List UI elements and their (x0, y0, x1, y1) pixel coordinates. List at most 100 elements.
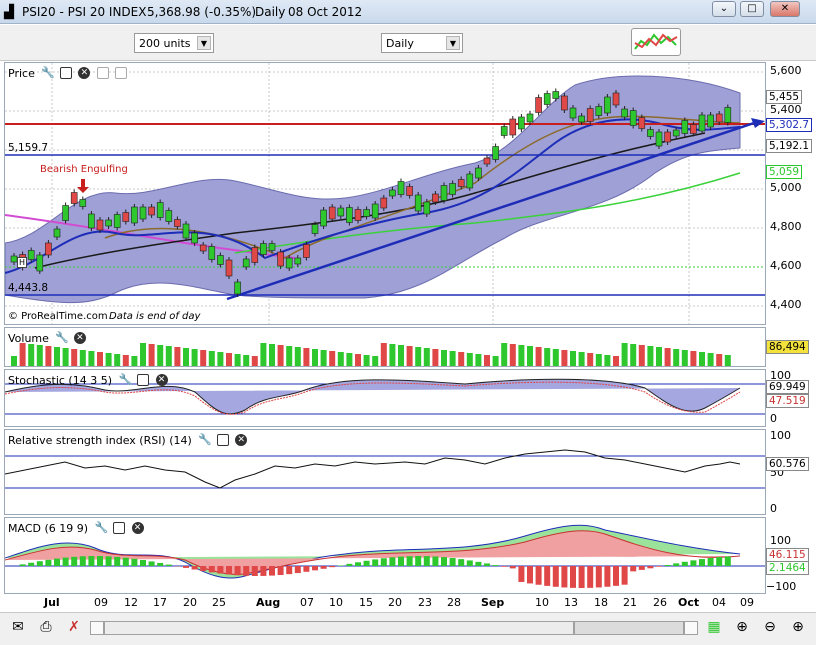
window-icon[interactable] (216, 434, 229, 446)
candle (475, 167, 482, 179)
price-panel-header: Price 🔧 ✕ (8, 66, 128, 82)
volume-bar (183, 348, 189, 366)
stochastic-chart (5, 378, 765, 415)
candle (638, 117, 646, 129)
stochastic-panel[interactable]: Stochastic (14 3 5) 🔧 ✕ (4, 369, 766, 427)
volume-bar (484, 355, 490, 366)
volume-bar (613, 356, 619, 366)
close-button[interactable]: ✕ (770, 1, 800, 17)
volume-bar (518, 345, 525, 366)
volume-bar (492, 356, 499, 366)
x-day-label: 25 (212, 596, 226, 609)
volume-bar (286, 346, 293, 366)
macd-axis-top: 100 (770, 534, 791, 547)
candle (303, 244, 310, 258)
price-tick: 4,800 (770, 220, 802, 233)
macd-panel[interactable]: MACD (6 19 9) 🔧 ✕ (4, 517, 766, 594)
chart-tool-icon[interactable]: ▦ (707, 619, 721, 635)
delete-icon[interactable]: ✗ (68, 619, 80, 635)
download-icon[interactable] (115, 67, 128, 79)
close-icon[interactable]: ✕ (78, 67, 91, 79)
title-bar: ▟ PSI20 - PSI 20 INDEX 5,368.98 (-0.35%)… (0, 0, 816, 24)
volume-bar (475, 354, 482, 366)
volume-bar (97, 352, 103, 366)
macd-histogram-bar (570, 566, 576, 588)
volume-bar (312, 349, 318, 366)
wrench-icon[interactable]: 🔧 (55, 331, 70, 344)
volume-bar (552, 349, 559, 366)
window-icon[interactable] (59, 67, 72, 79)
volume-bar (54, 347, 60, 366)
stochastic-panel-header: Stochastic (14 3 5) 🔧 ✕ (8, 373, 168, 389)
x-day-label: 17 (153, 596, 167, 609)
zoom-fit-icon[interactable]: ⊕ (736, 619, 748, 635)
marker-badge: H (17, 257, 28, 268)
scroll-left-button[interactable] (90, 621, 104, 635)
window-icon[interactable] (113, 522, 126, 534)
candle (526, 113, 534, 123)
interval-select[interactable]: Daily ▼ (381, 33, 463, 53)
print-icon[interactable]: ⎙ (40, 619, 52, 635)
zoom-in-icon[interactable]: ⊕ (792, 619, 804, 635)
close-icon[interactable]: ✕ (131, 522, 144, 534)
candle (397, 181, 405, 195)
minimize-button[interactable]: ⌄ (712, 1, 736, 17)
macd-histogram-bar (346, 563, 353, 566)
volume-bar (638, 345, 645, 366)
volume-bar (88, 351, 95, 366)
maximize-button[interactable]: □ (740, 1, 764, 17)
x-day-label: 04 (712, 596, 726, 609)
macd-histogram-bar (630, 566, 637, 572)
close-icon[interactable]: ✕ (235, 434, 248, 446)
volume-bar (527, 346, 533, 366)
x-day-label: 26 (653, 596, 667, 609)
macd-histogram-bar (243, 566, 250, 576)
volume-panel[interactable]: Volume 🔧 ✕ (4, 327, 766, 367)
window-icon[interactable] (137, 374, 150, 386)
macd-histogram-bar (475, 561, 482, 566)
volume-label: Volume (8, 331, 49, 345)
candle (277, 251, 284, 267)
scroll-right-button[interactable] (684, 621, 698, 635)
macd-histogram-bar (277, 566, 284, 575)
export-icon[interactable] (96, 67, 109, 79)
wrench-icon[interactable]: 🔧 (198, 433, 213, 446)
wrench-icon[interactable]: 🔧 (41, 66, 56, 79)
candle (500, 126, 508, 136)
candle (148, 206, 155, 216)
volume-bar (251, 356, 258, 366)
macd-axis-bottom: −100 (766, 580, 797, 593)
close-icon[interactable]: ✕ (73, 332, 86, 344)
wrench-icon[interactable]: 🔧 (94, 521, 109, 534)
indicators-icon (634, 33, 678, 50)
x-day-label: 13 (564, 596, 578, 609)
close-icon[interactable]: ✕ (155, 374, 168, 386)
zoom-out-icon[interactable]: ⊖ (764, 619, 776, 635)
macd-histogram-bar (355, 562, 361, 566)
macd-histogram-bar (492, 565, 499, 566)
macd-histogram-bar (165, 564, 172, 566)
macd-histogram-bar (432, 556, 439, 566)
volume-bar (630, 344, 637, 366)
macd-histogram-bar (97, 556, 103, 566)
units-select[interactable]: 200 units ▼ (134, 33, 214, 53)
email-icon[interactable]: ✉ (12, 619, 24, 635)
candle (337, 207, 345, 217)
price-panel[interactable]: Price 🔧 ✕ Bearish Engulfing 5,159.7 4,44… (4, 62, 766, 325)
volume-bar (699, 352, 705, 366)
macd-histogram-bar (234, 566, 241, 576)
indicators-button[interactable] (631, 28, 681, 56)
wrench-icon[interactable]: 🔧 (118, 373, 133, 386)
volume-bar (329, 351, 336, 366)
horizontal-scrollbar-track[interactable] (104, 621, 574, 635)
macd-histogram-bar (638, 566, 645, 570)
candle (131, 206, 138, 224)
candle (698, 114, 706, 132)
rsi-panel[interactable]: Relative strength index (RSI) (14) 🔧 ✕ (4, 429, 766, 515)
scrollbar-thumb[interactable] (574, 621, 684, 635)
volume-bar (62, 348, 69, 366)
x-day-label: 18 (594, 596, 608, 609)
bottom-toolbar: ✉ ⎙ ✗ ▦ ⊕ ⊖ ⊕ (0, 612, 816, 645)
volume-bar (105, 353, 112, 366)
volume-bar (621, 343, 628, 366)
